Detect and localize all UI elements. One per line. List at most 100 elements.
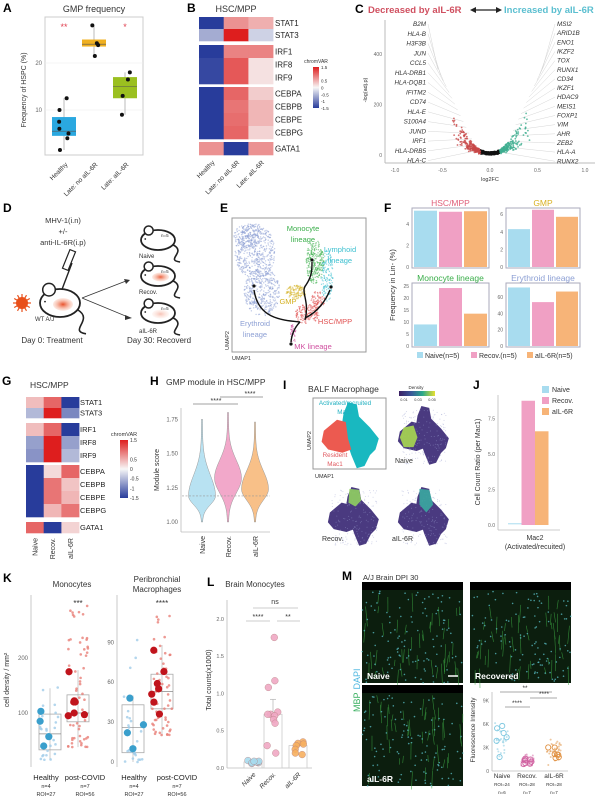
legend-tick: -0.5 [130,477,139,483]
dapi-nucleus [547,620,550,623]
density-texture [426,540,428,542]
umap-cell-point [266,272,269,274]
umap-cell-point [249,245,251,248]
umap-cell-point [305,262,308,264]
umap-cell-point [310,299,312,302]
dapi-nucleus [432,638,434,641]
umap-cell-point [249,233,252,236]
group-label: Late: aIL-6R [100,161,130,191]
umap-cell-point [290,333,292,335]
umap-cell-point [267,281,270,283]
heatmap-cell [199,58,224,72]
volcano-point [468,144,471,147]
umap-cell-point [267,273,270,275]
volcano-point [470,142,473,145]
umap-cell-point [297,290,299,293]
umap-cell-point [321,273,323,276]
density-texture [404,528,406,530]
data-point [57,108,62,112]
umap-cell-point [243,237,245,240]
umap-cell-point [308,309,310,311]
dapi-nucleus [447,777,450,780]
umap-cell-point [273,256,275,258]
umap-cell-point [276,279,279,282]
umap-cell-point [311,245,313,248]
density-texture [428,426,430,428]
dapi-nucleus [376,764,379,766]
umap-cell-point [257,266,259,268]
umap-cell-point [250,287,252,290]
umap-cell-point [260,302,263,305]
dapi-nucleus [451,722,453,725]
density-texture [414,443,416,445]
umap-cell-point [332,277,334,279]
umap-cell-point [254,230,256,232]
umap-cell-point [252,247,255,249]
heatmap-cell [61,449,80,463]
umap-cell-point [245,237,247,239]
mbp-fiber [489,607,492,619]
umap-cell-point [249,244,252,246]
y-tick-label: 0.0 [488,523,495,529]
umap-cell-point [297,297,299,300]
umap-cell-point [247,291,249,293]
umap-cell-point [265,272,267,275]
mbp-fiber [457,668,460,688]
heatmap-cell [223,17,249,30]
umap-cell-point [263,249,265,251]
density-texture [431,520,433,522]
umap-cell-point [261,301,263,303]
umap-cell-point [321,263,323,265]
image-top-band [362,685,463,693]
y-tick-label: 1.0 [216,691,224,697]
dapi-nucleus [382,748,384,750]
density-texture [419,534,421,536]
group-name-label: Naive [139,254,155,260]
dapi-nucleus [372,764,374,767]
umap-cell-point [248,298,250,301]
umap-cell-point [328,262,331,265]
roi-point [71,611,74,614]
density-texture [440,514,442,516]
umap-cell-point [306,270,309,273]
volcano-point [491,151,494,154]
roi-point [49,758,52,761]
volcano-title-increased: Increased by aIL-6R [504,5,594,16]
umap-cell-point [272,307,275,309]
umap-cell-point [239,251,242,253]
row-label: IRF9 [80,451,96,460]
y-axis-label: Frequency in Lin- (%) [388,249,397,321]
roi-point [152,677,156,681]
roi-point [78,680,82,683]
umap-cell-point [234,239,237,241]
density-texture [427,533,429,535]
umap-cell-point [322,280,324,282]
density-texture [346,544,348,546]
group-label: Recov. [226,536,233,557]
dapi-nucleus [443,681,445,684]
box [66,694,90,723]
umap-cell-point [242,270,245,273]
dapi-nucleus [562,675,565,678]
label-connector [531,60,556,92]
dapi-nucleus [423,668,426,670]
gene-label: IKZF1 [557,85,574,92]
gene-label: HLA-A [557,149,576,156]
umap-cell-point [318,314,320,317]
density-texture [331,506,333,508]
roi-point [78,734,82,738]
umap-cell-point [306,269,309,272]
mbp-fiber [552,623,556,640]
umap-cell-point [243,245,246,248]
umap-cell-point [264,306,266,308]
roi-point [559,749,562,752]
dapi-nucleus [428,733,431,735]
dapi-nucleus [526,632,529,635]
umap-cell-point [309,317,311,319]
legend-tick: -1 [130,486,135,492]
dapi-nucleus [419,708,422,710]
dapi-nucleus [404,639,406,642]
umap-cell-point [303,307,306,310]
umap-cell-point [234,231,237,234]
roi-point [135,638,139,642]
